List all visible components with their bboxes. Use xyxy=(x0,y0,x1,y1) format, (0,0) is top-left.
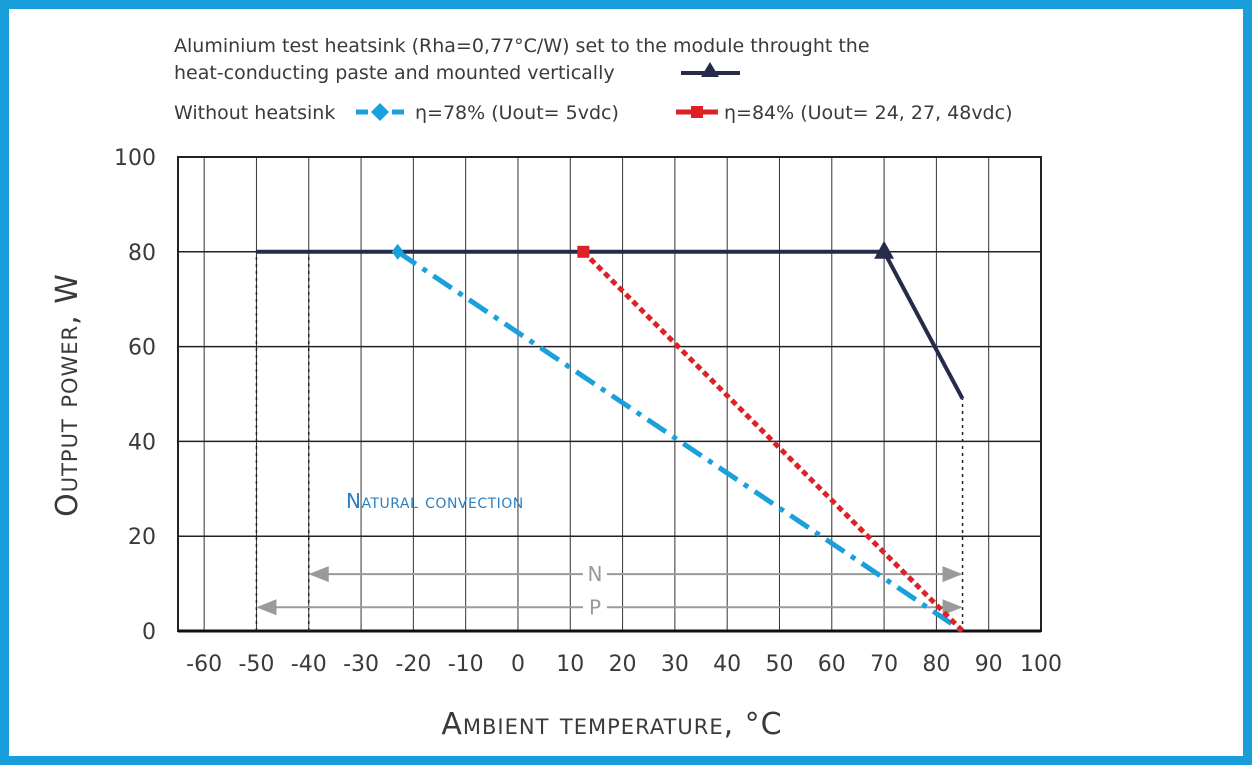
x-tick-label: 80 xyxy=(922,652,950,677)
series-marker-eta84 xyxy=(577,245,590,258)
x-axis-title: Ambient temperature, °C xyxy=(441,707,782,742)
x-tick-label: -10 xyxy=(448,652,484,677)
legend-heatsink-line2: heat-conducting paste and mounted vertic… xyxy=(174,62,615,84)
natural-convection-label: Natural convection xyxy=(346,489,524,513)
x-tick-label: -40 xyxy=(291,652,327,677)
x-tick-label: 60 xyxy=(818,652,846,677)
x-tick-label: -30 xyxy=(343,652,379,677)
range-arrows: NP xyxy=(256,562,963,619)
y-tick-label: 0 xyxy=(142,620,156,645)
series-line-eta78 xyxy=(396,249,964,634)
series xyxy=(256,240,965,634)
plot-border xyxy=(177,156,1042,632)
series-marker-heatsink xyxy=(874,240,895,259)
legend-eta78: η=78% (Uout= 5vdc) xyxy=(415,102,619,124)
legend-without-heatsink: Without heatsink xyxy=(174,102,335,124)
x-tick-label: 90 xyxy=(975,652,1003,677)
range-label: P xyxy=(589,595,601,619)
x-tick-label: 100 xyxy=(1020,652,1062,677)
y-tick-label: 100 xyxy=(114,146,156,171)
x-tick-label: -20 xyxy=(395,652,431,677)
legend-eta84-swatch xyxy=(676,106,718,118)
y-tick-label: 20 xyxy=(128,525,156,550)
legend-heatsink-line1: Aluminium test heatsink (Rha=0,77°C/W) s… xyxy=(174,35,870,57)
y-tick-label: 80 xyxy=(128,241,156,266)
legend-eta78-swatch xyxy=(356,103,404,121)
x-tick-label: 20 xyxy=(609,652,637,677)
tick-labels: -60 -50 -40 -30 -20 -10 0 10 20 30 40 50 60 70 80 90 100… xyxy=(114,146,1062,677)
series-line-heatsink xyxy=(256,249,965,400)
series-marker-eta78 xyxy=(391,243,404,260)
range-label: N xyxy=(588,562,603,586)
x-tick-label: -50 xyxy=(238,652,274,677)
y-tick-label: 60 xyxy=(128,336,156,361)
grid xyxy=(177,156,1042,633)
x-tick-label: 50 xyxy=(765,652,793,677)
x-tick-label: 0 xyxy=(511,652,525,677)
x-tick-label: 40 xyxy=(713,652,741,677)
legend: Aluminium test heatsink (Rha=0,77°C/W) s… xyxy=(174,35,1012,124)
legend-eta84: η=84% (Uout= 24, 27, 48vdc) xyxy=(724,102,1012,124)
legend-heatsink-swatch xyxy=(681,62,740,77)
x-tick-label: -60 xyxy=(186,652,222,677)
y-tick-label: 40 xyxy=(128,430,156,455)
x-tick-label: 70 xyxy=(870,652,898,677)
x-tick-label: 30 xyxy=(661,652,689,677)
y-axis-title: Output power, W xyxy=(50,273,85,517)
x-tick-label: 10 xyxy=(556,652,584,677)
